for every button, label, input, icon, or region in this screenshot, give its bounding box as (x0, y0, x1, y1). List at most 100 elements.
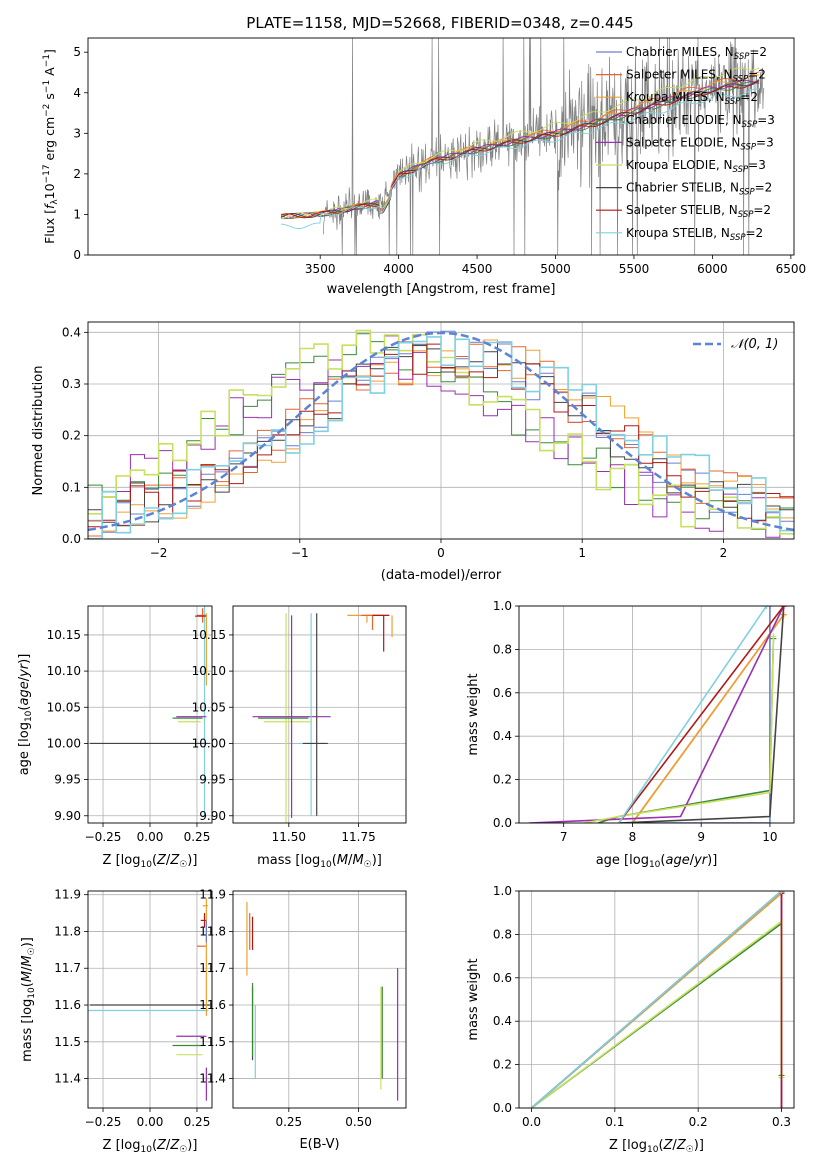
y-tick-label: 10.10 (192, 664, 226, 678)
axes-frame (518, 890, 795, 1109)
residual-histogram (88, 335, 794, 538)
x-tick-label: 0.25 (184, 1115, 211, 1129)
x-tick-label: 0.0 (522, 1115, 541, 1129)
y-tick-label: 10.15 (47, 628, 81, 642)
axes-frame (87, 605, 213, 824)
y-tick-label: 0.6 (493, 971, 512, 985)
y-tick-label: 0.4 (493, 729, 512, 743)
cumulative-line (618, 606, 768, 823)
cumulative-line (618, 606, 785, 823)
x-tick-label: 0.50 (345, 1115, 372, 1129)
x-tick-label: −0.25 (85, 830, 122, 844)
cumulative-line (618, 606, 771, 823)
x-tick-label: 2 (720, 546, 728, 560)
x-tick-label: 7 (560, 830, 568, 844)
x-tick-label: 9 (697, 830, 705, 844)
x-axis-label: Z [log10(Z/Z☉)] (103, 853, 198, 870)
y-tick-label: 10.15 (192, 628, 226, 642)
x-tick-label: 0.2 (689, 1115, 708, 1129)
x-tick-label: 0.3 (772, 1115, 791, 1129)
axes-frame (87, 37, 795, 256)
y-tick-label: 11.4 (199, 1072, 226, 1086)
legend-entry: Chabrier MILES, NSSP=2 (626, 45, 767, 62)
plot-area (530, 891, 785, 1108)
y-tick-label: 11.9 (54, 888, 81, 902)
y-tick-label: 3 (73, 126, 81, 140)
x-tick-label: 8 (629, 830, 637, 844)
x-axis-label: (data-model)/error (381, 568, 502, 583)
cumulative-line (631, 614, 785, 823)
y-tick-label: 5 (73, 45, 81, 59)
y-tick-label: 11.4 (54, 1072, 81, 1086)
cumulative-line (531, 919, 783, 1108)
cumulative-line (529, 606, 785, 823)
legend: 𝒩(0, 1) (693, 337, 778, 352)
figure-title: PLATE=1158, MJD=52668, FIBERID=0348, z=0… (246, 14, 633, 32)
y-tick-label: 9.95 (199, 773, 226, 787)
y-tick-label: 0.2 (493, 773, 512, 787)
plot-area (252, 613, 393, 823)
axes-frame (87, 890, 213, 1109)
point-marker (770, 633, 777, 640)
y-tick-label: 0.4 (62, 325, 81, 339)
x-tick-label: −0.25 (85, 1115, 122, 1129)
y-tick-label: 0.3 (62, 377, 81, 391)
x-tick-label: 10 (762, 830, 777, 844)
y-tick-label: 11.7 (54, 961, 81, 975)
x-axis-label: age [log10(age/yr)] (596, 853, 718, 870)
y-tick-label: 11.5 (199, 1035, 226, 1049)
y-axis-label: age [log10(age/yr)] (17, 654, 34, 776)
x-axis-label: wavelength [Angstrom, rest frame] (327, 282, 556, 297)
plot-area (88, 606, 211, 816)
y-tick-label: 10.00 (192, 736, 226, 750)
y-axis-label: Normed distribution (31, 366, 46, 496)
cumulative-line (530, 891, 783, 1108)
cumweight_age-panel: 7 8 9 10 0.0 0.2 0.4 0.6 0.8 1.0 mass weight age [l… (466, 599, 795, 870)
x-tick-label: 0.00 (137, 1115, 164, 1129)
axes-frame (232, 605, 407, 824)
x-tick-label: 0.25 (275, 1115, 302, 1129)
x-axis-label: mass [log10(M/M☉)] (257, 853, 382, 870)
y-tick-label: 1.0 (493, 599, 512, 613)
x-tick-label: 0 (437, 546, 445, 560)
legend-entry: 𝒩(0, 1) (731, 337, 778, 352)
y-tick-label: 0.2 (62, 429, 81, 443)
plot-area (529, 606, 787, 823)
age_vs_mass-panel: 11.50 11.75 9.90 9.95 10.00 10.05 10.10 10.15 ma… (192, 605, 407, 870)
x-tick-label: 3500 (305, 262, 336, 276)
x-tick-label: 5000 (540, 262, 571, 276)
axes-frame (232, 890, 407, 1109)
mass_vs_EBV-panel: 0.25 0.50 11.4 11.5 11.6 11.7 11.8 11.9 E(B-V) (199, 888, 407, 1152)
axes-frame (518, 605, 795, 824)
y-tick-label: 10.00 (47, 736, 81, 750)
legend-entry: Salpeter STELIB, NSSP=2 (626, 203, 771, 220)
point-marker (766, 606, 773, 609)
y-tick-label: 11.9 (199, 888, 226, 902)
x-tick-label: 1 (578, 546, 586, 560)
y-tick-label: 0.0 (493, 1101, 512, 1115)
y-tick-label: 0.6 (493, 686, 512, 700)
y-tick-label: 10.05 (47, 700, 81, 714)
y-tick-label: 0.0 (493, 816, 512, 830)
y-tick-label: 2 (73, 167, 81, 181)
legend-entry: Chabrier ELODIE, NSSP=3 (626, 113, 775, 130)
legend-entry: Kroupa ELODIE, NSSP=3 (626, 158, 766, 175)
y-tick-label: 10.05 (192, 700, 226, 714)
y-tick-label: 4 (73, 86, 81, 100)
y-tick-label: 9.95 (54, 773, 81, 787)
x-tick-label: −2 (150, 546, 168, 560)
mass_vs_Z-panel: −0.25 0.00 0.25 11.4 11.5 11.6 11.7 11.8 11.9 mas… (20, 888, 213, 1155)
legend-entry: Salpeter MILES, NSSP=2 (626, 68, 766, 85)
legend-entry: Kroupa STELIB, NSSP=2 (626, 226, 763, 243)
x-axis-label: Z [log10(Z/Z☉)] (609, 1138, 704, 1155)
legend-entry: Chabrier STELIB, NSSP=2 (626, 181, 772, 198)
plot-area (88, 898, 211, 1101)
y-tick-label: 11.5 (54, 1035, 81, 1049)
y-tick-label: 1.0 (493, 884, 512, 898)
model-spectrum (280, 79, 760, 219)
legend: Chabrier MILES, NSSP=2 Salpeter MILES, NS… (596, 45, 775, 243)
model-spectrum (280, 79, 760, 220)
x-tick-label: 4500 (462, 262, 493, 276)
point-marker (778, 891, 785, 894)
y-tick-label: 0.8 (493, 927, 512, 941)
